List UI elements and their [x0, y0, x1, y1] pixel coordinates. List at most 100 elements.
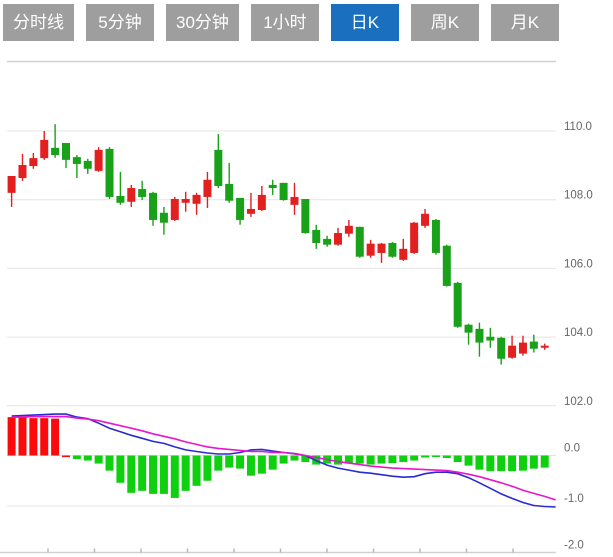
- macd-histogram-bar: [334, 455, 342, 465]
- candle-body: [236, 197, 245, 220]
- macd-histogram-bar: [62, 455, 70, 458]
- price-tick-label: 108.0: [564, 190, 593, 202]
- macd-histogram-bar: [366, 455, 375, 465]
- macd-histogram-bar: [421, 455, 430, 458]
- candle-body: [94, 149, 103, 171]
- candle-body: [410, 222, 419, 253]
- candle-body: [268, 184, 277, 189]
- candle-body: [246, 208, 255, 214]
- macd-histogram-bar: [410, 455, 419, 461]
- candle-body: [388, 242, 397, 257]
- candle-body: [475, 328, 484, 343]
- macd-histogram-bar: [127, 455, 136, 493]
- candle-body: [214, 149, 223, 186]
- candle-body: [83, 160, 92, 169]
- macd-histogram-bar: [181, 455, 190, 491]
- candle-body: [51, 147, 60, 156]
- candle-body: [40, 139, 49, 159]
- candle-body: [105, 148, 114, 197]
- candle-body: [497, 337, 506, 359]
- interval-tabbar: 分时线 5分钟 30分钟 1小时 日K 周K 月K: [3, 4, 559, 41]
- candle-body: [508, 345, 517, 358]
- candle-body: [62, 143, 70, 160]
- candle-body: [399, 248, 408, 260]
- macd-histogram-bar: [290, 455, 299, 461]
- candle-body: [540, 345, 549, 348]
- tab-interval-5[interactable]: 周K: [410, 4, 479, 41]
- candle-body: [464, 324, 473, 333]
- candle-body: [192, 194, 201, 204]
- macd-histogram-bar: [40, 418, 49, 456]
- candle-body: [279, 182, 288, 201]
- macd-histogram-bar: [475, 455, 484, 470]
- candle-body: [355, 226, 364, 257]
- candle-body: [257, 194, 266, 211]
- macd-histogram-bar: [105, 455, 114, 471]
- macd-histogram-bar: [170, 455, 179, 498]
- candle-body: [7, 175, 16, 193]
- candle-body: [116, 195, 125, 203]
- tab-interval-4[interactable]: 日K: [330, 4, 399, 41]
- tab-interval-3[interactable]: 1小时: [250, 4, 319, 41]
- candle-body: [518, 342, 527, 354]
- candle-body: [486, 336, 495, 341]
- macd-histogram-bar: [377, 455, 386, 464]
- price-tick-label: 102.0: [564, 396, 593, 408]
- macd-tick-label: 0.0: [564, 443, 580, 455]
- tab-interval-0[interactable]: 分时线: [3, 4, 74, 41]
- candle-body: [138, 189, 147, 197]
- macd-histogram-bar: [72, 455, 81, 460]
- macd-histogram-bar: [29, 418, 38, 456]
- macd-histogram-bar: [236, 455, 245, 469]
- macd-histogram-bar: [301, 455, 310, 463]
- candle-body: [344, 225, 353, 234]
- candle-body: [421, 213, 430, 226]
- macd-histogram-bar: [159, 455, 168, 494]
- candle-body: [170, 199, 179, 220]
- macd-histogram-bar: [18, 417, 27, 456]
- macd-histogram-bar: [116, 455, 125, 483]
- macd-histogram-bar: [453, 455, 462, 463]
- candle-body: [203, 179, 212, 197]
- candle-body: [377, 243, 386, 253]
- candle-body: [366, 243, 375, 256]
- macd-histogram-bar: [508, 455, 517, 472]
- macd-histogram-bar: [442, 455, 451, 459]
- macd-histogram-bar: [399, 455, 408, 463]
- macd-histogram-bar: [203, 455, 212, 481]
- macd-histogram-bar: [355, 455, 364, 464]
- macd-histogram-bar: [540, 455, 549, 468]
- candle-body: [453, 282, 462, 327]
- price-tick-label: 106.0: [564, 258, 593, 270]
- macd-tick-label: -2.0: [564, 540, 584, 552]
- macd-histogram-bar: [388, 455, 397, 464]
- macd-histogram-bar: [225, 455, 234, 468]
- candle-body: [442, 245, 451, 286]
- dea-line: [11, 415, 556, 501]
- macd-histogram-bar: [94, 455, 103, 464]
- candle-body: [159, 212, 168, 223]
- candle-body: [18, 165, 27, 179]
- macd-histogram-bar: [518, 455, 527, 471]
- macd-histogram-bar: [192, 455, 201, 486]
- candle-body: [72, 157, 81, 164]
- candle-body: [181, 199, 190, 203]
- tab-interval-2[interactable]: 30分钟: [166, 4, 239, 41]
- candle-body: [290, 196, 299, 205]
- candle-body: [29, 158, 38, 167]
- macd-histogram-bar: [529, 455, 538, 469]
- candle-body: [334, 233, 342, 245]
- macd-tick-label: -1.0: [564, 493, 584, 505]
- candle-body: [225, 183, 234, 201]
- tab-interval-1[interactable]: 5分钟: [86, 4, 154, 41]
- macd-histogram-bar: [214, 455, 223, 471]
- price-tick-label: 110.0: [564, 121, 592, 133]
- tab-interval-6[interactable]: 月K: [490, 4, 559, 41]
- price-tick-label: 104.0: [564, 327, 593, 339]
- macd-histogram-bar: [464, 455, 473, 466]
- candle-body: [431, 219, 440, 253]
- macd-histogram-bar: [51, 418, 60, 456]
